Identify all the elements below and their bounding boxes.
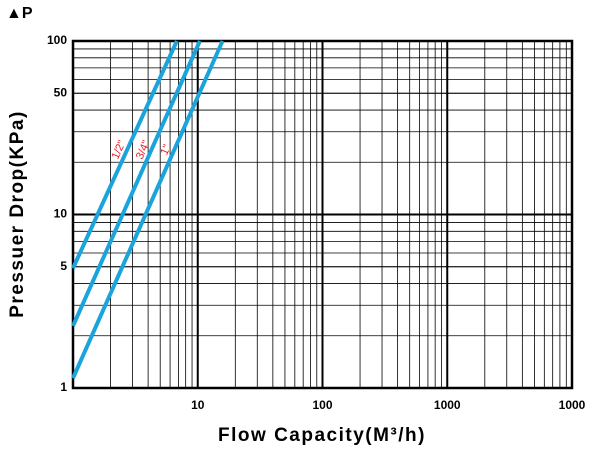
x-axis-label: Flow Capacity(M³/h) xyxy=(218,425,426,446)
y-tick-label: 50 xyxy=(54,85,68,99)
series-line xyxy=(71,40,202,327)
series-label: 1" xyxy=(159,143,174,157)
y-tick-label: 1 xyxy=(60,380,67,394)
y-tick-label: 100 xyxy=(47,33,67,47)
y-tick-label: 5 xyxy=(60,259,67,273)
x-tick-label: 1000 xyxy=(434,398,461,412)
y-axis-label: Pressuer Drop(KPa) xyxy=(7,110,28,318)
series-line xyxy=(71,40,179,270)
x-tick-label: 10 xyxy=(191,398,205,412)
plot-frame xyxy=(71,39,574,390)
x-tick-label: 100 xyxy=(312,398,332,412)
chart-title: ▲P xyxy=(6,5,33,22)
series-line xyxy=(71,40,225,379)
y-tick-label: 10 xyxy=(54,207,68,221)
x-tick-label: 1000 xyxy=(559,398,586,412)
